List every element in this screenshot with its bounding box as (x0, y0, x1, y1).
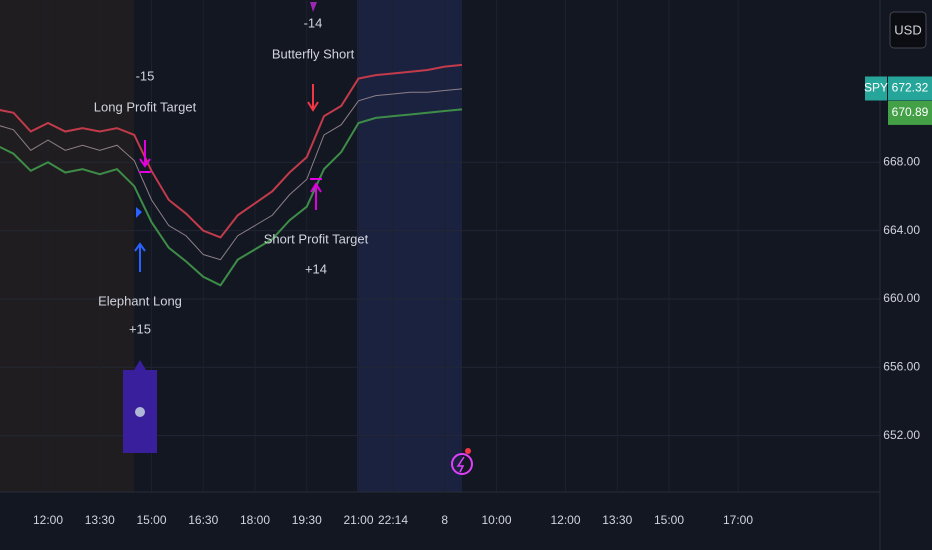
entry-marker (136, 207, 142, 218)
annotation: -15 (136, 68, 155, 83)
markers (123, 2, 927, 475)
entry-marker (310, 2, 317, 12)
x-tick-label: 8 (441, 513, 448, 527)
series-line (0, 108, 463, 287)
price-tag (888, 100, 932, 125)
price-tag (888, 76, 932, 101)
annotation: +14 (305, 261, 327, 276)
x-tick-label: 12:00 (550, 513, 580, 527)
y-tick-label: 668.00 (883, 154, 920, 168)
y-tick-label: 664.00 (883, 223, 920, 237)
elephant-badge (123, 360, 157, 453)
alert-dot (465, 448, 471, 454)
x-tick-label: 10:00 (481, 513, 511, 527)
x-tick-label: 13:30 (85, 513, 115, 527)
annotation: Long Profit Target (94, 99, 197, 114)
annotation: Short Profit Target (264, 231, 369, 246)
y-tick-label: 652.00 (883, 428, 920, 442)
annotation: -14 (304, 15, 323, 30)
currency-button[interactable] (889, 11, 927, 49)
x-tick-label: 21:00 (343, 513, 373, 527)
y-tick-label: 660.00 (883, 291, 920, 305)
arrow-down (139, 140, 151, 168)
symbol-tag (865, 76, 887, 101)
x-tick-label: 18:00 (240, 513, 270, 527)
currency-label: USD (894, 22, 921, 37)
series-line (0, 63, 463, 239)
price-tag-value: 672.32 (892, 81, 929, 95)
x-tick-label: 12:00 (33, 513, 63, 527)
price-tag-value: 670.89 (892, 105, 929, 119)
annotation: Butterfly Short (272, 46, 355, 61)
x-tick-label: 16:30 (188, 513, 218, 527)
annotation: +15 (129, 321, 151, 336)
elephant-icon (135, 407, 145, 417)
alert-icon[interactable] (451, 453, 473, 475)
alert-bolt (456, 456, 465, 473)
arrow-up (310, 182, 322, 210)
x-tick-label: 22:14 (378, 513, 408, 527)
symbol-label: SPY (864, 81, 888, 95)
x-tick-label: 15:00 (654, 513, 684, 527)
arrow-down (307, 84, 319, 112)
x-tick-label: 13:30 (602, 513, 632, 527)
y-tick-label: 656.00 (883, 359, 920, 373)
arrow-up (134, 242, 146, 272)
series-line (0, 88, 463, 261)
x-tick-label: 15:00 (136, 513, 166, 527)
session-shade (0, 0, 134, 492)
session-shade (357, 0, 462, 492)
annotation: Elephant Long (98, 293, 182, 308)
x-tick-label: 17:00 (723, 513, 753, 527)
x-tick-label: 19:30 (292, 513, 322, 527)
